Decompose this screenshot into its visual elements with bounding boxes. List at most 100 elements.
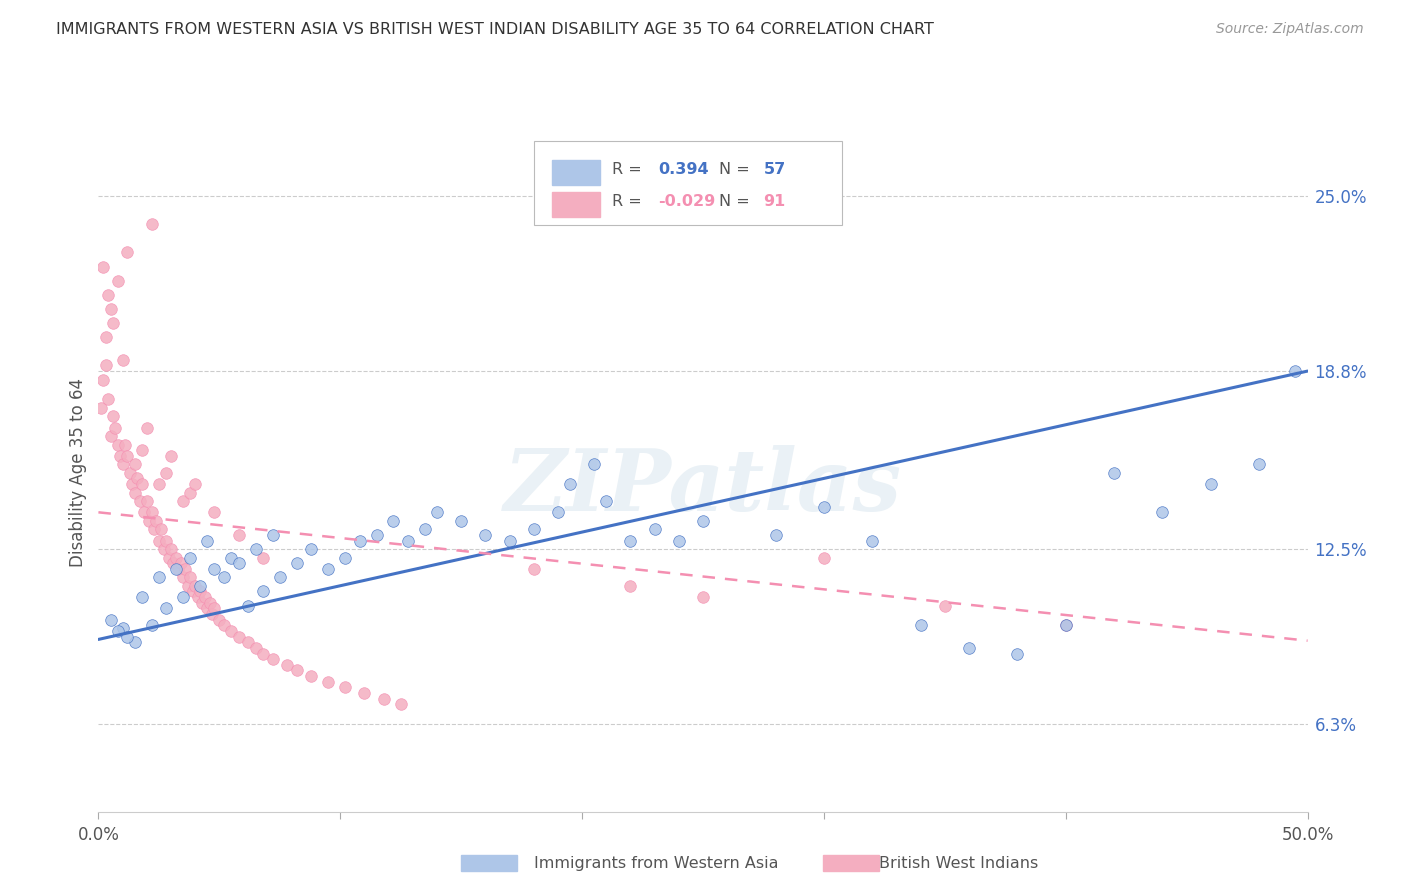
Bar [553, 161, 600, 185]
Point [104, 420, 127, 434]
Point [160, 542, 183, 557]
Point [134, 505, 156, 519]
Point [165, 550, 187, 565]
Point [141, 505, 163, 519]
Point [195, 601, 218, 615]
Point [1054, 618, 1077, 632]
Text: IMMIGRANTS FROM WESTERN ASIA VS BRITISH WEST INDIAN DISABILITY AGE 35 TO 64 CORR: IMMIGRANTS FROM WESTERN ASIA VS BRITISH … [56, 22, 934, 37]
Point [204, 505, 226, 519]
Point [523, 562, 546, 576]
Text: 91: 91 [763, 194, 786, 209]
Point [108, 449, 131, 463]
Text: Source: ZipAtlas.com: Source: ZipAtlas.com [1216, 22, 1364, 37]
Point [523, 522, 546, 536]
Point [155, 466, 177, 480]
Point [118, 466, 141, 480]
Point [135, 420, 157, 434]
Text: Immigrants from Western Asia: Immigrants from Western Asia [534, 856, 779, 871]
Point [117, 245, 139, 260]
Point [152, 542, 174, 557]
Point [238, 635, 260, 649]
Point [201, 607, 224, 621]
Y-axis label: Disability Age 35 to 64: Disability Age 35 to 64 [69, 378, 87, 567]
Point [131, 477, 153, 491]
Point [181, 584, 204, 599]
Point [204, 601, 226, 615]
Point [1284, 364, 1306, 378]
Point [162, 556, 184, 570]
Point [644, 522, 666, 536]
Point [100, 429, 122, 443]
Point [148, 533, 170, 548]
Point [160, 449, 183, 463]
Point [934, 599, 956, 613]
Point [765, 528, 787, 542]
Point [124, 458, 146, 472]
Point [396, 533, 419, 548]
Point [204, 562, 226, 576]
Point [269, 570, 291, 584]
Point [148, 477, 170, 491]
Point [276, 657, 298, 672]
Point [212, 618, 235, 632]
Point [131, 443, 153, 458]
Point [172, 590, 194, 604]
Point [1102, 466, 1125, 480]
Point [141, 618, 163, 632]
Point [114, 437, 136, 451]
Point [813, 550, 835, 565]
Point [184, 579, 207, 593]
Point [285, 556, 308, 570]
Point [128, 494, 150, 508]
Point [382, 514, 405, 528]
Point [111, 621, 134, 635]
Point [148, 570, 170, 584]
Point [145, 514, 167, 528]
Point [188, 584, 211, 599]
Point [252, 647, 274, 661]
Point [150, 522, 173, 536]
Point [101, 409, 124, 424]
Point [172, 494, 194, 508]
Point [547, 505, 569, 519]
Point [813, 500, 835, 514]
Point [1152, 505, 1174, 519]
FancyBboxPatch shape [534, 141, 842, 226]
Point [1007, 647, 1029, 661]
Point [131, 590, 153, 604]
Bar [823, 855, 879, 871]
Text: British West Indians: British West Indians [879, 856, 1038, 871]
Point [619, 533, 641, 548]
Point [413, 522, 436, 536]
Point [245, 542, 267, 557]
Point [389, 698, 412, 712]
Point [692, 514, 714, 528]
Point [1199, 477, 1222, 491]
Point [187, 590, 209, 604]
Point [174, 562, 197, 576]
Point [228, 528, 250, 542]
Text: N =: N = [718, 194, 755, 209]
Bar [553, 192, 600, 217]
Point [124, 485, 146, 500]
Point [373, 691, 395, 706]
Point [1054, 618, 1077, 632]
Point [212, 570, 235, 584]
Point [333, 550, 356, 565]
Point [191, 596, 214, 610]
Point [252, 584, 274, 599]
Point [165, 562, 187, 576]
Point [316, 562, 339, 576]
Point [910, 618, 932, 632]
Point [90, 401, 112, 415]
Point [179, 570, 201, 584]
Text: N =: N = [718, 162, 755, 178]
Point [143, 522, 166, 536]
Point [228, 556, 250, 570]
Point [349, 533, 371, 548]
Point [111, 458, 134, 472]
Point [221, 550, 243, 565]
Point [184, 477, 207, 491]
Point [285, 664, 308, 678]
Text: 0.394: 0.394 [658, 162, 709, 178]
